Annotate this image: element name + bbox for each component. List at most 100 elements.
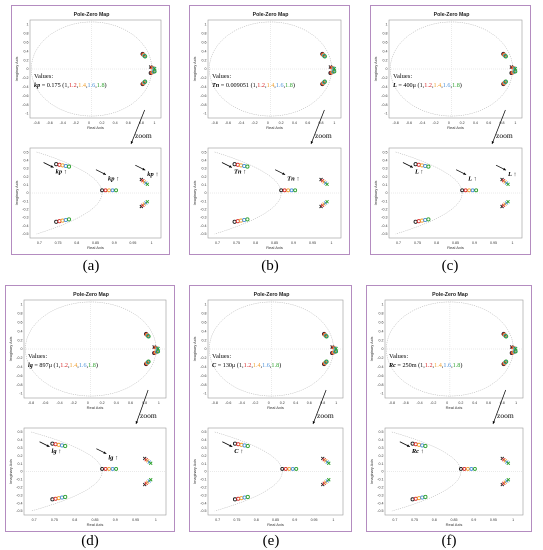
panel-b-zoom-ytick: 0.2 bbox=[202, 175, 207, 179]
panel-b-pole-real bbox=[332, 66, 337, 71]
panel-d-top-xlabel: Real Axis bbox=[87, 405, 104, 410]
panel-c-annotation: L ↑ bbox=[467, 176, 477, 183]
panel-d-zoom-ytick: -0.3 bbox=[16, 493, 22, 497]
panel-c-top-ytick: 0.4 bbox=[383, 49, 388, 53]
panel-c-top-xtick: 0 bbox=[448, 121, 450, 125]
panel-c-factor: 1.6 bbox=[443, 82, 451, 89]
pole-zero-figure-a: Pole-Zero Map -0.8 -0.6 -0.4 -0.2 0 0.2 0.4 0.6 0… bbox=[15, 12, 162, 250]
panel-b-factor-sep: , bbox=[284, 82, 286, 89]
panel-a-pole-upper bbox=[142, 54, 148, 59]
panel-b-top-xtick: -0.8 bbox=[212, 121, 218, 125]
panel-c-top-xtick: 0.4 bbox=[473, 121, 478, 125]
panel-a-zero-real bbox=[152, 69, 157, 74]
panel-c-param-symbol: L bbox=[392, 82, 397, 89]
panel-e-factor-sep: , bbox=[242, 362, 244, 369]
panel-a-factor-sep: , bbox=[95, 82, 97, 89]
panel-c-param-value: = 400μ ( bbox=[397, 82, 420, 89]
panel-c-zoom-ytick: -0.4 bbox=[381, 224, 387, 228]
panel-b-zoom-x-upper bbox=[325, 182, 329, 187]
panel-e-top-xtick: -0.4 bbox=[239, 401, 245, 405]
panel-d-top-xtick: -0.6 bbox=[42, 401, 48, 405]
panel-c-top-ytick: -0.6 bbox=[381, 94, 387, 98]
panel-f-top-xtick: 0.2 bbox=[458, 401, 463, 405]
panel-d-zoom-ytick: 0.4 bbox=[18, 438, 23, 442]
panel-a-top-ytick: 0.8 bbox=[24, 32, 29, 36]
panel-e-factor-sep: , bbox=[261, 362, 263, 369]
panel-e-factor: 1.4 bbox=[253, 362, 261, 369]
panel-d-pole-upper bbox=[145, 333, 151, 338]
panel-b-annotation: Tn ↑ bbox=[234, 169, 246, 176]
panel-f-zoom-x-lower bbox=[506, 477, 511, 482]
panel-e-zoom-xtick: 0.9 bbox=[292, 518, 297, 522]
panel-d-pole-real bbox=[156, 346, 160, 351]
panel-a-factor-sep: , bbox=[67, 82, 69, 89]
panel-e-zoom-xtick: 0.8 bbox=[254, 518, 259, 522]
panel-b-factor-sep: ) bbox=[293, 82, 295, 89]
panel-f-zoom-xlabel: Real Axis bbox=[446, 522, 463, 527]
panel-e-annot-arrow-head bbox=[229, 444, 233, 447]
panel-a-values-line: kp = 0.175 (1,1.2,1.4,1.6,1.8) bbox=[34, 82, 107, 89]
panel-f-values-label: Values: bbox=[389, 353, 408, 360]
panel-e-pole-upper bbox=[324, 334, 329, 339]
panel-f-top-xtick: 0.6 bbox=[486, 401, 491, 405]
panel-c-top-ytick: 0.6 bbox=[383, 40, 388, 44]
panel-d-zoom-real-poles bbox=[107, 466, 112, 471]
panel-e-zoom-ylabel: Imaginary Axis bbox=[193, 459, 197, 484]
panel-a-zoom-xtick: 0.7 bbox=[37, 241, 42, 245]
panel-e-top-ytick: -1 bbox=[203, 392, 206, 396]
pole-zero-figure-c: Pole-Zero Map -0.8 -0.6 -0.4 -0.2 0 0.2 0.4 0.6 0… bbox=[374, 12, 523, 250]
panel-b-zoom-ytick: -0.4 bbox=[200, 224, 206, 228]
panel-b-zoom-xlabel: Real Axis bbox=[266, 245, 283, 250]
panel-b-pole-lower bbox=[322, 80, 327, 85]
panel-e-zoom-xtick: 1 bbox=[332, 518, 334, 522]
panel-f-factor: 1 bbox=[420, 362, 423, 369]
panel-f-zoom-ylabel: Imaginary Axis bbox=[370, 459, 374, 484]
panel-a-zoom-ytick: 0 bbox=[27, 191, 29, 195]
panel-c-pole-upper bbox=[503, 53, 508, 58]
panel-a-zoom-pole-lower bbox=[66, 217, 72, 222]
panel-f-param-value: = 250m ( bbox=[396, 362, 420, 369]
panel-b-factor: 1 bbox=[253, 82, 256, 89]
panel-e-top-ylabel: Imaginary Axis bbox=[193, 337, 197, 362]
panel-b-zoom-ytick: -0.5 bbox=[200, 232, 206, 236]
panel-c-zoom-xtick: 0.75 bbox=[414, 241, 421, 245]
panel-a-zoom-pole-upper bbox=[66, 164, 72, 169]
panel-f-zoom-real-poles bbox=[465, 466, 470, 471]
panel-d-factor-sep: , bbox=[59, 362, 61, 369]
panel-b-zoom-xtick: 0.75 bbox=[233, 241, 240, 245]
panel-b-zoom-label: zoom bbox=[315, 131, 332, 140]
panel-f-zoom-ytick: 0.1 bbox=[379, 462, 384, 466]
panel-e-zoom-arrow bbox=[312, 389, 327, 425]
panel-d-zoom-ytick: 0.1 bbox=[18, 462, 23, 466]
panel-d-factor: 1.6 bbox=[79, 362, 87, 369]
panel-a-top-xtick: 0.4 bbox=[113, 121, 118, 125]
panel-f-pole-lower bbox=[503, 360, 508, 365]
panel-b-top-xtick: 0.4 bbox=[292, 121, 297, 125]
panel-d-top-ytick: 0.8 bbox=[18, 312, 23, 316]
panel-f-zoom-real-poles bbox=[469, 466, 474, 471]
panel-a-zoom-ytick: 0.3 bbox=[24, 167, 29, 171]
panel-f-zoom-real-poles bbox=[458, 466, 463, 471]
panel-b-top-xtick: 0 bbox=[267, 121, 269, 125]
panel-b-annotation: Tn ↑ bbox=[287, 176, 299, 183]
panel-f-top-xtick: 0.8 bbox=[500, 401, 505, 405]
panel-a-zoom-arrow-head bbox=[130, 141, 134, 144]
panel-b-factor-sep: , bbox=[274, 82, 276, 89]
panel-a-zoom-xtick: 0.9 bbox=[112, 241, 117, 245]
panel-f-zoom-circle-arc bbox=[391, 431, 461, 512]
panel-a-factor-sep: , bbox=[77, 82, 79, 89]
panel-f-annotation: Rc ↑ bbox=[411, 448, 424, 455]
panel-b-zoom-arrow bbox=[310, 109, 325, 145]
panel-e-zoom-ytick: -0.3 bbox=[200, 493, 206, 497]
panel-b-zoom-ytick: -0.1 bbox=[200, 199, 206, 203]
panel-c-zoom-xtick: 0.7 bbox=[396, 241, 401, 245]
panel-f-zoom-ytick: 0.3 bbox=[379, 446, 384, 450]
panel-b-factor: 1.6 bbox=[276, 82, 284, 89]
panel-a-top-xtick: -0.8 bbox=[33, 121, 39, 125]
panel-b-top-ytick: 0.4 bbox=[202, 49, 207, 53]
panel-e-zoom-real-poles bbox=[283, 466, 288, 471]
panel-f-pole-upper bbox=[503, 334, 509, 339]
panel-b-top-ytick: -0.4 bbox=[200, 85, 206, 89]
panel-f-factor: 1.4 bbox=[434, 362, 442, 369]
panel-c-factor-sep: ) bbox=[460, 82, 462, 89]
